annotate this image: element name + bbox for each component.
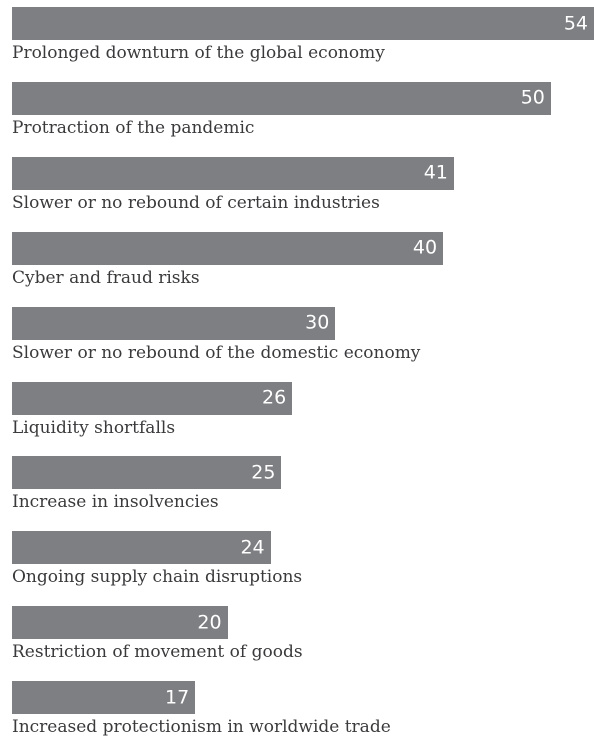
category-label: Increase in insolvencies (12, 492, 219, 513)
bar-row: 30 Slower or no rebound of the domestic e… (12, 306, 594, 367)
bar: 50 (12, 81, 551, 115)
bar: 17 (12, 681, 196, 715)
bar: 20 (12, 606, 228, 640)
bar: 25 (12, 456, 282, 490)
bar-value-label: 24 (240, 536, 265, 559)
bar-value-label: 20 (197, 611, 222, 634)
bar-row: 24 Ongoing supply chain disruptions (12, 531, 594, 591)
category-label: Protraction of the pandemic (12, 117, 255, 138)
bar-row: 41 Slower or no rebound of certain indust… (12, 156, 594, 217)
bar: 54 (12, 7, 594, 40)
bar: 26 (12, 381, 293, 415)
bar-row: 50 Protraction of the pandemic (12, 81, 594, 142)
category-label: Prolonged downturn of the global economy (12, 43, 385, 63)
bar-row: 26 Liquidity shortfalls (12, 381, 594, 442)
bar-value-label: 30 (305, 311, 330, 334)
bar: 30 (12, 306, 336, 340)
bar-value-label: 41 (423, 161, 448, 184)
category-label: Increased protectionism in worldwide tra… (12, 717, 391, 738)
bar: 40 (12, 231, 444, 265)
bar-value-label: 26 (262, 386, 287, 409)
category-label: Slower or no rebound of certain industri… (12, 192, 380, 213)
bar-value-label: 25 (251, 461, 276, 484)
bar-value-label: 40 (412, 236, 438, 259)
category-label: Liquidity shortfalls (12, 417, 176, 438)
category-label: Restriction of movement of goods (12, 642, 303, 663)
bar-value-label: 50 (520, 86, 545, 109)
category-label: Slower or no rebound of the domestic eco… (12, 342, 421, 363)
category-label: Cyber and fraud risks (12, 267, 200, 288)
bar: 41 (12, 156, 454, 190)
category-label: Ongoing supply chain disruptions (12, 567, 303, 588)
bar-value-label: 17 (165, 686, 190, 709)
bar-row: 20 Restriction of movement of goods (12, 606, 594, 666)
bar: 24 (12, 531, 271, 565)
bar-row: 25 Increase in insolvencies (12, 456, 594, 516)
bar-row: 40 Cyber and fraud risks (12, 231, 594, 292)
bar-value-label: 54 (563, 12, 588, 34)
bar-row: 17 Increased protectionism in worldwide t… (12, 681, 594, 741)
bar-row: 54 Prolonged downturn of the global econo… (12, 7, 594, 67)
